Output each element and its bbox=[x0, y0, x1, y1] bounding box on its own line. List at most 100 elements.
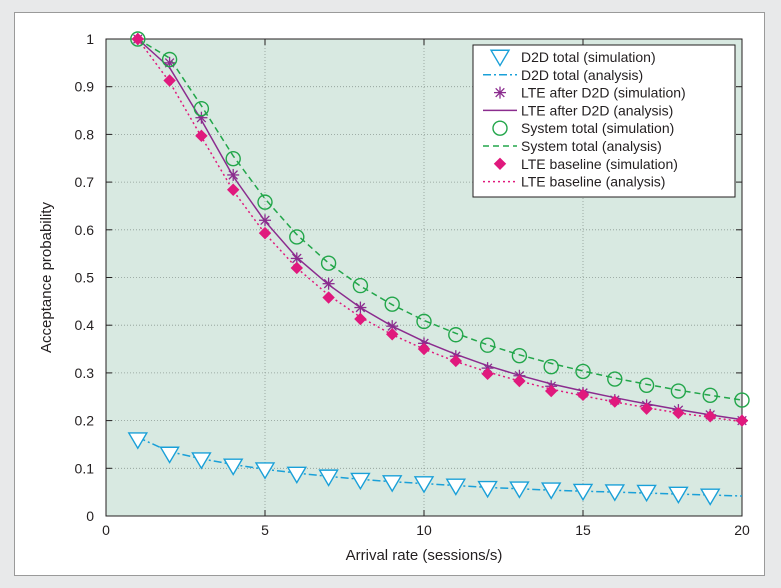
y-tick-label: 0.2 bbox=[75, 413, 95, 429]
data-point bbox=[575, 363, 591, 380]
x-axis-label: Arrival rate (sessions/s) bbox=[346, 547, 503, 564]
data-point bbox=[193, 100, 210, 117]
data-point bbox=[509, 481, 530, 499]
data-point bbox=[384, 296, 400, 312]
data-point bbox=[477, 480, 498, 499]
data-point bbox=[222, 458, 244, 476]
data-point bbox=[543, 358, 559, 375]
data-point bbox=[572, 483, 594, 502]
data-point bbox=[354, 301, 367, 314]
data-point bbox=[226, 183, 240, 196]
legend-entry: LTE baseline (analysis) bbox=[521, 174, 665, 190]
y-tick-label: 1 bbox=[86, 31, 94, 47]
data-point bbox=[703, 410, 717, 423]
data-point bbox=[290, 252, 303, 265]
legend-entry: D2D total (simulation) bbox=[521, 49, 656, 65]
legend-entry: System total (analysis) bbox=[521, 138, 662, 154]
data-point bbox=[318, 469, 339, 487]
data-point bbox=[354, 312, 367, 326]
x-tick-label: 0 bbox=[102, 522, 110, 538]
data-point bbox=[672, 406, 685, 420]
data-point bbox=[286, 466, 308, 484]
data-point bbox=[159, 446, 180, 464]
data-point bbox=[735, 414, 749, 427]
data-point bbox=[417, 342, 431, 356]
series-line-lte-after-d2d-analysis bbox=[137, 38, 743, 421]
data-point bbox=[290, 261, 304, 275]
data-point bbox=[448, 327, 464, 343]
x-tick-label: 15 bbox=[575, 522, 591, 538]
data-point bbox=[161, 51, 178, 68]
data-point bbox=[668, 486, 689, 504]
data-point bbox=[191, 452, 212, 470]
y-tick-label: 0.5 bbox=[75, 270, 95, 286]
legend-marker-swatch bbox=[492, 120, 508, 136]
data-point bbox=[131, 32, 145, 46]
data-point bbox=[445, 478, 467, 496]
data-point bbox=[449, 354, 463, 368]
y-tick-label: 0.9 bbox=[75, 79, 95, 95]
data-point bbox=[540, 482, 562, 500]
y-tick-label: 0.7 bbox=[75, 174, 95, 190]
data-point bbox=[386, 320, 399, 333]
data-point bbox=[638, 377, 655, 394]
legend-marker-swatch bbox=[489, 49, 511, 67]
data-point bbox=[702, 387, 718, 404]
legend-entry: LTE after D2D (analysis) bbox=[521, 102, 673, 118]
data-point bbox=[385, 328, 399, 341]
data-point bbox=[322, 277, 335, 290]
legend-marker-swatch bbox=[493, 157, 507, 171]
data-point bbox=[604, 484, 626, 502]
y-axis-label: Acceptance probability bbox=[38, 202, 55, 353]
data-point bbox=[227, 168, 240, 181]
data-point bbox=[479, 337, 496, 353]
data-point bbox=[289, 229, 305, 245]
data-point bbox=[607, 371, 623, 387]
series-markers-d2d-total-simulation bbox=[127, 432, 721, 506]
data-point bbox=[413, 476, 435, 494]
data-point bbox=[636, 484, 657, 503]
data-point bbox=[259, 214, 271, 227]
legend-box bbox=[472, 44, 736, 198]
y-tick-label: 0.8 bbox=[75, 126, 95, 142]
x-tick-label: 20 bbox=[734, 522, 750, 538]
data-point bbox=[608, 395, 622, 408]
data-point bbox=[381, 475, 403, 493]
y-tick-label: 0.4 bbox=[75, 317, 95, 333]
data-point bbox=[322, 291, 335, 304]
data-point bbox=[513, 374, 526, 388]
data-point bbox=[320, 255, 337, 271]
legend-entry: LTE baseline (simulation) bbox=[521, 156, 678, 172]
series-markers-system-total-simulation bbox=[130, 31, 750, 408]
data-point bbox=[576, 388, 590, 402]
data-point bbox=[257, 194, 273, 210]
data-point bbox=[195, 129, 208, 143]
x-tick-label: 5 bbox=[261, 522, 269, 538]
legend-marker-swatch bbox=[494, 86, 506, 99]
data-point bbox=[254, 462, 276, 480]
y-tick-label: 0.3 bbox=[75, 365, 95, 381]
data-point bbox=[640, 402, 653, 415]
data-point bbox=[734, 392, 750, 408]
data-point bbox=[352, 277, 369, 294]
series-line-lte-baseline-analysis bbox=[137, 38, 743, 423]
data-point bbox=[127, 432, 149, 450]
data-point bbox=[699, 488, 721, 506]
data-point bbox=[350, 472, 371, 491]
data-point bbox=[544, 384, 558, 398]
legend-entry: D2D total (analysis) bbox=[521, 67, 643, 83]
data-point bbox=[416, 313, 432, 330]
y-tick-label: 0.6 bbox=[75, 222, 95, 238]
y-tick-label: 0.1 bbox=[75, 460, 95, 476]
data-point bbox=[258, 226, 272, 240]
data-point bbox=[670, 383, 687, 399]
data-point bbox=[225, 151, 241, 167]
legend-entry: LTE after D2D (simulation) bbox=[521, 85, 686, 101]
data-point bbox=[511, 348, 528, 364]
data-point bbox=[163, 74, 176, 87]
x-tick-label: 10 bbox=[416, 522, 432, 538]
legend-entry: System total (simulation) bbox=[521, 120, 674, 136]
series-markers-lte-baseline-simulation bbox=[131, 32, 749, 427]
series-line-d2d-total-analysis bbox=[137, 436, 743, 497]
